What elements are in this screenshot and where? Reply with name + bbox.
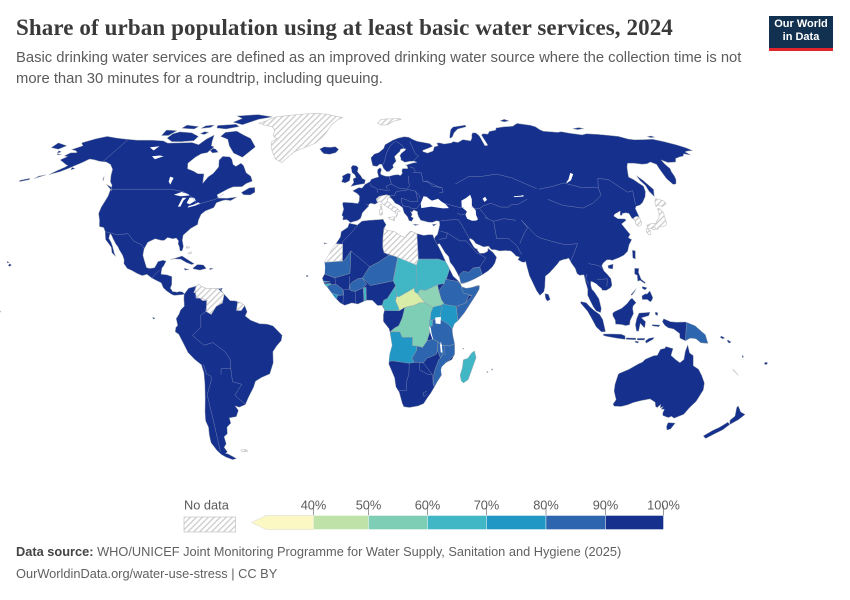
svg-text:No data: No data [184,498,230,513]
svg-text:70%: 70% [474,498,500,513]
svg-text:40%: 40% [301,498,327,513]
svg-text:80%: 80% [533,498,559,513]
svg-text:100%: 100% [647,498,680,513]
svg-text:50%: 50% [356,498,382,513]
svg-text:60%: 60% [415,498,441,513]
svg-text:90%: 90% [593,498,619,513]
